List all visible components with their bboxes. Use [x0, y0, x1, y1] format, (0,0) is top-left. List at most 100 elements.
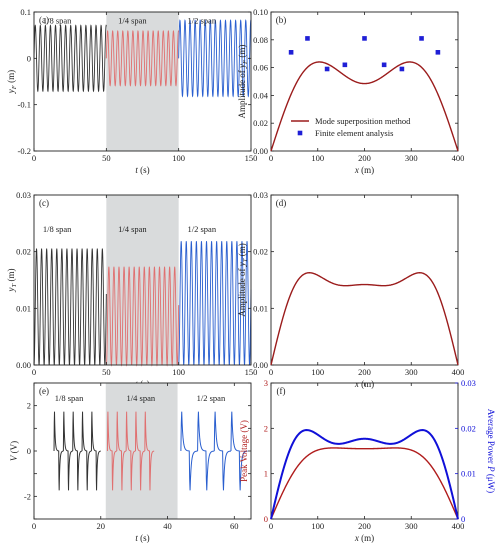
y-tick-label-right: 0.03 — [461, 378, 476, 388]
y-tick-label: 2 — [264, 423, 268, 433]
x-tick-label: 400 — [452, 521, 465, 531]
region-label: 1/8 span — [43, 16, 72, 26]
x-tick-label: 300 — [405, 367, 418, 377]
y-tick-label: 0.1 — [20, 7, 31, 17]
voltage-pulse-1 — [144, 411, 155, 491]
x-tick-label: 0 — [269, 153, 273, 163]
series-line-2 — [178, 19, 252, 98]
x-tick-label: 100 — [172, 153, 185, 163]
fe-point — [288, 50, 294, 55]
fe-point — [419, 36, 424, 41]
y-tick-label: -2 — [24, 491, 31, 501]
x-tick-label: 400 — [452, 367, 465, 377]
y-axis-title: Amplitude of yT (m) — [237, 243, 249, 317]
shaded-region — [105, 383, 178, 519]
fe-point — [324, 66, 330, 72]
label-unit: (m) — [359, 165, 374, 175]
y-tick-label-right: 0.01 — [461, 469, 476, 479]
fe-point — [342, 62, 348, 68]
x-tick-label: 150 — [245, 367, 258, 377]
label-subscript: F — [11, 84, 18, 90]
label-unit: (m) — [237, 45, 247, 60]
series-line-0 — [270, 447, 459, 520]
x-tick-label: 100 — [311, 521, 324, 531]
x-tick-label: 0 — [32, 153, 36, 163]
profile-curve-0 — [270, 272, 459, 366]
x-axis-title: x (m) — [354, 379, 374, 389]
label-variable: y — [237, 262, 247, 267]
fe-point — [362, 36, 367, 41]
fe-point — [435, 50, 441, 55]
series-line-1 — [105, 30, 180, 87]
voltage-pulse-1 — [116, 411, 127, 491]
x-tick-label: 300 — [405, 521, 418, 531]
y-tick-label: -0.2 — [18, 146, 31, 156]
y-axis-title: yT (m) — [6, 268, 18, 292]
label-unit: (μW) — [486, 472, 496, 494]
panel-label: (a) — [39, 15, 49, 25]
label-unit: (m) — [359, 533, 374, 543]
voltage-pulse-0 — [72, 411, 83, 491]
plot-frame — [33, 194, 252, 366]
label-variable: x — [354, 379, 359, 389]
label-subscript: T — [11, 283, 18, 288]
voltage-pulse-1 — [125, 411, 136, 491]
panel-label: (e) — [39, 386, 49, 396]
x-tick-label: 200 — [358, 153, 371, 163]
voltage-pulse-1 — [134, 411, 145, 491]
x-axis-title: x (m) — [354, 533, 374, 543]
y-tick-label: 0.08 — [253, 35, 268, 45]
x-tick-label: 300 — [405, 153, 418, 163]
y-tick-label: 0 — [27, 53, 31, 63]
x-tick-label: 200 — [358, 367, 371, 377]
label-unit: (m) — [6, 70, 16, 85]
region-label: 1/2 span — [197, 393, 226, 403]
y-axis-title-right: Average Power P (μW) — [486, 409, 496, 493]
y-tick-label-right: 0.02 — [461, 423, 476, 433]
x-axis-title: x (m) — [354, 165, 374, 175]
x-tick-label: 0 — [269, 367, 273, 377]
x-tick-label: 200 — [358, 521, 371, 531]
panel-label: (f) — [277, 386, 286, 396]
label-variable: t — [135, 165, 138, 175]
voltage-pulse-2 — [213, 411, 232, 491]
label-variable: x — [354, 533, 359, 543]
voltage-pulse-0 — [90, 411, 101, 491]
legend-marker-swatch — [297, 130, 303, 136]
region-label: 1/2 span — [188, 16, 217, 26]
x-tick-label: 100 — [311, 367, 324, 377]
label-subscript: T — [242, 257, 249, 262]
y-tick-label: 0.03 — [16, 190, 31, 200]
label-unit: (m) — [237, 243, 247, 258]
x-axis-title: t (s) — [135, 533, 149, 543]
y-tick-label: 0 — [27, 446, 31, 456]
region-label: 1/8 span — [43, 224, 72, 234]
y-tick-label: 0.02 — [16, 247, 31, 257]
series-line-0 — [33, 248, 107, 366]
y-tick-label: 0.00 — [253, 360, 268, 370]
label-unit: (V) — [9, 441, 19, 456]
voltage-pulse-2 — [180, 411, 198, 491]
series-line-0 — [33, 24, 107, 93]
y-axis-title: Peak Voltage (V) — [239, 420, 249, 482]
x-tick-label: 50 — [102, 367, 111, 377]
label-unit: (s) — [138, 533, 150, 543]
label-unit: (s) — [138, 165, 150, 175]
plot-frame — [33, 382, 252, 520]
x-tick-label: 150 — [245, 153, 258, 163]
profile-curve-0 — [270, 61, 459, 152]
x-tick-label: 60 — [230, 521, 239, 531]
y-tick-label: 0.02 — [253, 118, 268, 128]
x-tick-label: 40 — [163, 521, 172, 531]
y-tick-label: 1 — [264, 469, 268, 479]
panel-label: (d) — [276, 198, 287, 208]
y-tick-label: -0.1 — [18, 100, 31, 110]
y-tick-label: 0.10 — [253, 7, 268, 17]
x-tick-label: 100 — [311, 153, 324, 163]
y-tick-label: 0 — [264, 514, 268, 524]
label-unit: (m) — [6, 268, 16, 283]
plot-frame — [33, 11, 252, 152]
